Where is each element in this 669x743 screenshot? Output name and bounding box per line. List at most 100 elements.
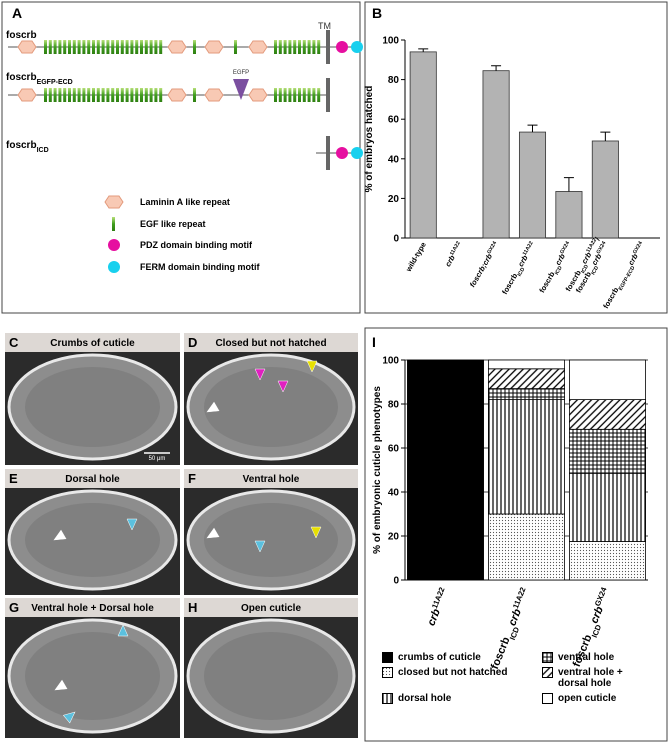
egf-repeat xyxy=(68,88,71,102)
label-part: 11A22 xyxy=(430,586,447,610)
egf-repeat xyxy=(112,217,115,231)
egf-repeat xyxy=(87,88,91,102)
error-bar xyxy=(527,124,538,133)
legend-swatch xyxy=(382,667,393,678)
egf-repeat xyxy=(106,88,110,102)
arrowhead xyxy=(306,360,318,373)
egf-repeat xyxy=(48,88,52,102)
label-part: ICD xyxy=(590,265,600,276)
legend: crumbs of cuticle closed but not hatched d… xyxy=(382,652,647,704)
label-part: crb xyxy=(590,252,604,267)
legend-swatch xyxy=(542,667,553,678)
panel-letter: A xyxy=(12,5,22,21)
legend-text: crumbs of cuticle xyxy=(398,652,481,663)
embryo-texture xyxy=(25,632,160,720)
embryo-texture xyxy=(204,367,338,447)
y-tick-label: 20 xyxy=(388,194,400,205)
egf-repeat xyxy=(283,88,287,102)
label-part: 11A22 xyxy=(511,586,528,610)
x-tick-label-group: foscrbICDcrb11A22/foscrbICDcrbGX24 xyxy=(564,235,608,294)
bar xyxy=(555,191,583,239)
egf-repeat xyxy=(317,88,321,102)
error-bar xyxy=(563,177,574,192)
ferm-motif xyxy=(351,41,363,53)
label-part: crb xyxy=(553,252,567,267)
egf-repeat xyxy=(302,88,306,102)
egf-repeat xyxy=(193,88,196,102)
panel-letter: G xyxy=(9,600,19,615)
egf-repeat xyxy=(72,88,76,102)
y-tick-label: 0 xyxy=(393,576,399,587)
legend-item: crumbs of cuticle xyxy=(382,652,542,663)
title-bar xyxy=(184,598,358,617)
y-tick-label: 80 xyxy=(388,75,400,86)
legend-text: closed but not hatched xyxy=(398,667,508,678)
egf-repeat xyxy=(130,40,134,54)
arrowhead xyxy=(254,540,266,553)
arrowhead xyxy=(54,679,68,691)
egf-repeat xyxy=(111,88,115,102)
arrowhead xyxy=(277,380,289,393)
title-bar xyxy=(5,598,180,617)
egf-repeat xyxy=(307,88,311,102)
egf-repeat xyxy=(298,40,301,54)
arrowhead xyxy=(206,527,220,539)
egf-repeat xyxy=(87,40,91,54)
title-bar xyxy=(5,333,180,352)
legend-item: ventral hole + dorsal hole xyxy=(542,667,647,689)
laminin-repeat xyxy=(248,88,268,102)
swatch-fill xyxy=(382,652,393,663)
egf-repeat xyxy=(293,88,297,102)
x-tick-label-group: crb11A22 xyxy=(443,240,462,268)
title-bar xyxy=(184,333,358,352)
swatch-fill xyxy=(542,652,553,663)
tm-label: TM xyxy=(318,21,331,31)
egf-repeat xyxy=(149,88,153,102)
egf-repeat xyxy=(44,40,47,54)
bar xyxy=(482,70,510,239)
egf-repeat xyxy=(125,40,129,54)
y-tick-label: 0 xyxy=(393,234,399,245)
legend-swatch xyxy=(542,693,553,704)
y-tick-label: 100 xyxy=(382,36,399,47)
legend-text: FERM domain binding motif xyxy=(140,262,260,272)
embryo-texture xyxy=(25,367,160,447)
label-part: ICD xyxy=(517,267,527,278)
label-part: crb xyxy=(506,607,524,628)
egf-repeat xyxy=(111,40,115,54)
legend-text: EGF like repeat xyxy=(140,219,206,229)
egf-repeat xyxy=(154,88,158,102)
egf-repeat xyxy=(144,88,148,102)
egf-repeat xyxy=(298,88,301,102)
egf-repeat xyxy=(130,88,134,102)
label-part: GX24 xyxy=(592,585,608,607)
egf-repeat xyxy=(193,40,196,54)
egf-repeat xyxy=(82,88,86,102)
bar xyxy=(518,131,547,239)
x-tick-label-group: foscrb;crbGX24 xyxy=(468,240,498,288)
label-part: ICD xyxy=(37,147,49,154)
label-part: GX24 xyxy=(559,240,571,255)
egf-repeat xyxy=(116,88,119,102)
label-part: crb xyxy=(626,252,640,267)
laminin-repeat xyxy=(17,40,37,54)
tm-domain xyxy=(326,136,330,170)
egf-repeat xyxy=(283,40,287,54)
bar-segment xyxy=(407,359,484,581)
y-axis-label: % of embryonic cuticle phenotypes xyxy=(372,386,383,554)
egf-repeat xyxy=(312,40,316,54)
tm-domain xyxy=(326,30,330,64)
y-tick-label: 40 xyxy=(388,488,400,499)
egf-repeat xyxy=(58,88,62,102)
laminin-repeat xyxy=(204,40,224,54)
arrowhead xyxy=(117,624,129,637)
legend-text: PDZ domain binding motif xyxy=(140,240,253,250)
scale-label: 50 μm xyxy=(149,456,166,462)
label-part: wild-type xyxy=(403,241,428,275)
x-tick-label-group: wild-type xyxy=(403,241,428,275)
label-part: foscrb xyxy=(6,140,37,151)
label-part: EGFP-ECD xyxy=(618,265,637,292)
swatch-fill xyxy=(382,693,393,704)
panel-letter: D xyxy=(188,335,197,350)
